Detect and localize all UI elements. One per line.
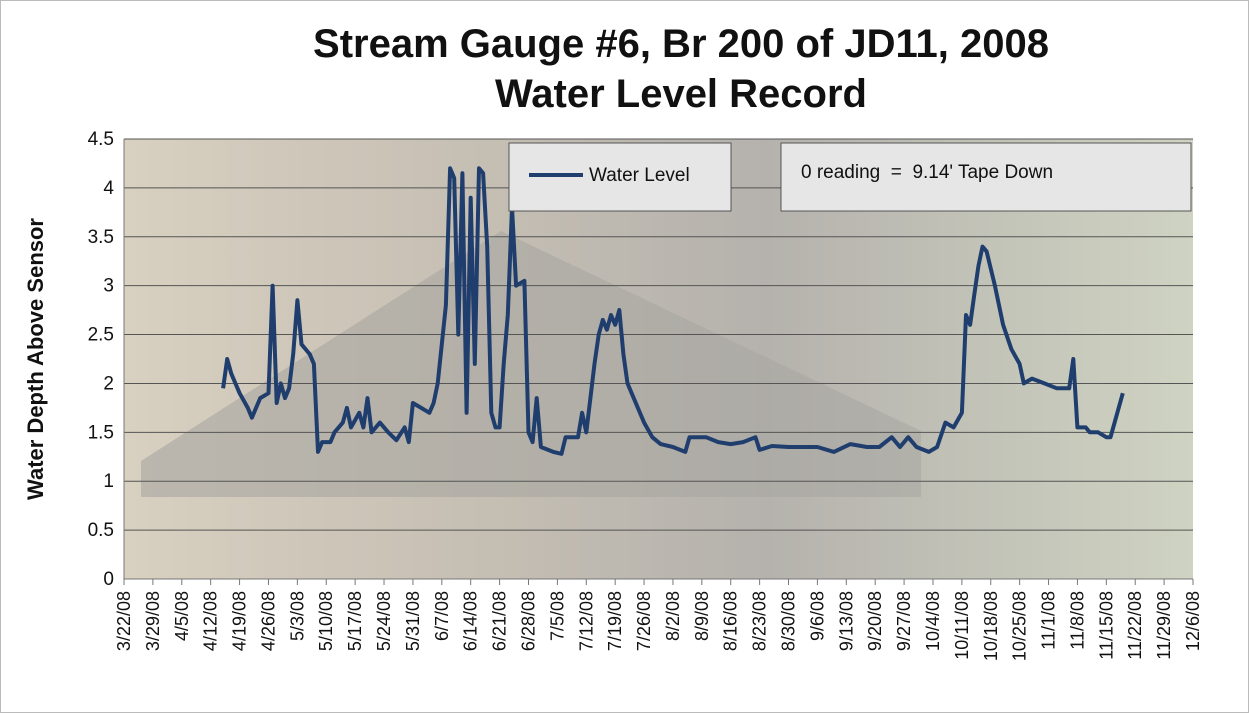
x-tick-label: 7/19/08 [605, 591, 625, 651]
y-tick-label: 4.5 [88, 129, 114, 150]
x-tick-label: 3/22/08 [114, 591, 134, 651]
x-tick-label: 4/26/08 [258, 591, 278, 651]
x-tick-label: 7/5/08 [547, 591, 567, 641]
legend: Water Level [508, 142, 732, 212]
x-tick-label: 8/16/08 [721, 591, 741, 651]
x-tick-label: 5/31/08 [403, 591, 423, 651]
x-tick-label: 10/4/08 [923, 591, 943, 651]
x-tick-label: 5/24/08 [374, 591, 394, 651]
chart-title: Stream Gauge #6, Br 200 of JD11, 2008 Wa… [313, 22, 1049, 116]
x-tick-label: 9/6/08 [807, 591, 827, 641]
x-tick-label: 4/5/08 [172, 591, 192, 641]
legend-label: Water Level [589, 165, 690, 186]
y-axis-label: Water Depth Above Sensor [23, 218, 48, 500]
y-tick-label: 1.5 [88, 422, 114, 443]
x-tick-label: 5/10/08 [316, 591, 336, 651]
x-tick-label: 8/30/08 [779, 591, 799, 651]
x-tick-label: 11/22/08 [1125, 591, 1145, 660]
x-tick-label: 11/1/08 [1039, 591, 1059, 650]
y-tick-label: 2.5 [88, 325, 114, 346]
x-tick-label: 6/7/08 [432, 591, 452, 641]
annotation: 0 reading = 9.14' Tape Down [780, 142, 1192, 212]
x-tick-label: 5/3/08 [287, 591, 307, 641]
x-tick-label: 10/18/08 [981, 591, 1001, 661]
x-tick-label: 4/12/08 [201, 591, 221, 651]
x-tick-label: 7/26/08 [634, 591, 654, 651]
x-tick-label: 5/17/08 [345, 591, 365, 651]
x-tick-label: 9/20/08 [865, 591, 885, 651]
x-tick-label: 11/15/08 [1096, 591, 1116, 660]
x-tick-label: 12/6/08 [1183, 591, 1203, 651]
y-tick-label: 0 [103, 569, 114, 590]
annotation-text: 0 reading = 9.14' Tape Down [801, 162, 1053, 183]
x-tick-label: 6/21/08 [490, 591, 510, 651]
x-tick-label: 7/12/08 [576, 591, 596, 651]
y-tick-label: 0.5 [88, 520, 114, 541]
x-tick-label: 8/23/08 [750, 591, 770, 651]
x-tick-label: 11/8/08 [1067, 591, 1087, 650]
y-tick-label: 3.5 [88, 227, 114, 248]
y-tick-label: 4 [103, 178, 114, 199]
x-tick-label: 9/27/08 [894, 591, 914, 651]
y-tick-label: 2 [103, 373, 114, 394]
y-tick-label: 1 [103, 471, 114, 492]
x-tick-label: 10/11/08 [952, 591, 972, 660]
x-tick-label: 6/14/08 [461, 591, 481, 651]
x-tick-label: 8/9/08 [692, 591, 712, 641]
x-tick-label: 8/2/08 [663, 591, 683, 641]
x-tick-label: 9/13/08 [836, 591, 856, 651]
x-tick-label: 3/29/08 [143, 591, 163, 651]
y-tick-label: 3 [103, 276, 114, 297]
data-line [221, 166, 1125, 456]
annotation-box [780, 142, 1192, 212]
x-tick-label: 10/25/08 [1010, 591, 1030, 661]
x-tick-label: 11/29/08 [1154, 591, 1174, 660]
x-tick-label: 6/28/08 [518, 591, 538, 651]
x-tick-label: 4/19/08 [230, 591, 250, 651]
